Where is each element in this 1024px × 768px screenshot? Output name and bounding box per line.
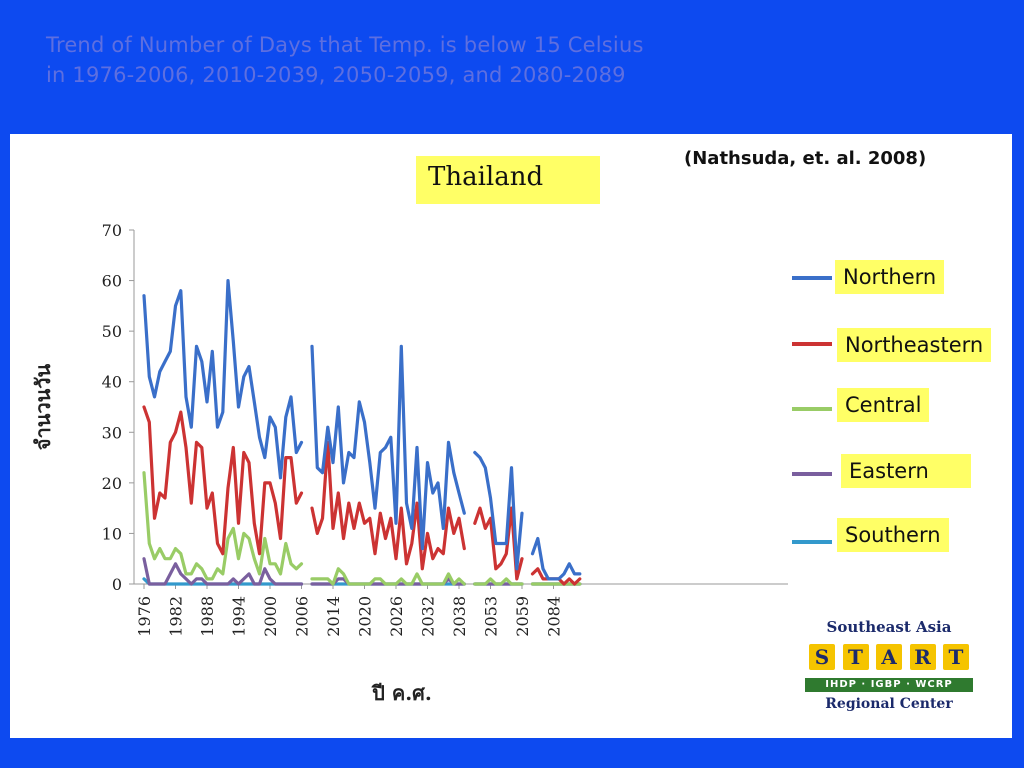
y-tick-label: 0 xyxy=(112,575,122,594)
x-tick-label: 1994 xyxy=(230,596,249,637)
series-line-northern xyxy=(310,344,466,551)
x-tick-label: 2053 xyxy=(482,596,501,637)
x-tick-label: 1976 xyxy=(135,596,154,637)
legend-label-northern: Northern xyxy=(835,260,945,294)
chart-panel: 0 10 20 30 40 50 60 70 1976 1982 1988 1994 2000 2006 2… xyxy=(10,134,1012,738)
x-tick-label: 2020 xyxy=(356,596,375,637)
series-line-northeastern xyxy=(142,405,304,556)
logo-letter: T xyxy=(842,644,869,670)
legend-label-northeastern: Northeastern xyxy=(837,328,992,362)
x-tick-label: 1988 xyxy=(198,596,217,637)
series-line-central xyxy=(310,567,466,586)
x-tick-label: 1982 xyxy=(167,596,186,637)
country-label: Thailand xyxy=(428,162,544,192)
logo-letters: S T A R T xyxy=(809,644,969,672)
logo-band: IHDP · IGBP · WCRP xyxy=(805,678,973,692)
x-tick-label: 2038 xyxy=(450,596,469,637)
legend-label-southern: Southern xyxy=(837,518,949,552)
series-line-eastern xyxy=(142,557,304,586)
x-tick-label: 2084 xyxy=(545,596,564,637)
logo-letter: S xyxy=(809,644,835,670)
y-tick-label: 30 xyxy=(102,423,122,442)
logo-bottom-text: Regional Center xyxy=(825,696,953,712)
logo-top-text: Southeast Asia xyxy=(826,618,952,636)
slide-title-line-1: Trend of Number of Days that Temp. is be… xyxy=(46,33,644,57)
y-tick-label: 50 xyxy=(102,322,122,341)
line-chart: 0 10 20 30 40 50 60 70 1976 1982 1988 1994 2000 2006 2… xyxy=(31,221,832,705)
y-tick-label: 60 xyxy=(102,272,122,291)
y-tick-label: 40 xyxy=(102,373,122,392)
x-axis-title: ปี ค.ศ. xyxy=(371,681,432,705)
series-line-central xyxy=(142,471,304,581)
series-line-northern xyxy=(473,450,524,571)
logo-letter: A xyxy=(876,644,902,670)
y-tick-label: 10 xyxy=(102,524,122,543)
x-tick-label: 2026 xyxy=(387,596,406,637)
citation: (Nathsuda, et. al. 2008) xyxy=(684,148,927,169)
slide-title: Trend of Number of Days that Temp. is be… xyxy=(46,30,644,90)
x-tick-label: 2014 xyxy=(324,596,343,637)
start-logo: Southeast Asia S T A R T IHDP · IGBP · W… xyxy=(803,618,975,718)
logo-letter: T xyxy=(943,644,969,670)
series-line-northeastern xyxy=(310,440,466,571)
country-label-box: Thailand xyxy=(416,156,600,204)
slide-title-line-2: in 1976-2006, 2010-2039, 2050-2059, and … xyxy=(46,63,626,87)
x-tick-label: 2006 xyxy=(293,596,312,637)
y-axis-title: จำนวนวัน xyxy=(31,363,55,450)
x-tick-label: 2032 xyxy=(419,596,438,637)
x-tick-label: 2000 xyxy=(261,596,280,637)
series-line-central xyxy=(473,577,524,586)
legend-label-eastern: Eastern xyxy=(841,454,971,488)
logo-letter: R xyxy=(909,644,936,670)
legend-label-central: Central xyxy=(837,388,930,422)
series-line-northern xyxy=(142,279,304,480)
series-line-northern xyxy=(530,536,582,581)
x-tick-label: 2059 xyxy=(513,596,532,637)
y-tick-label: 20 xyxy=(102,474,122,493)
y-tick-label: 70 xyxy=(102,221,122,240)
